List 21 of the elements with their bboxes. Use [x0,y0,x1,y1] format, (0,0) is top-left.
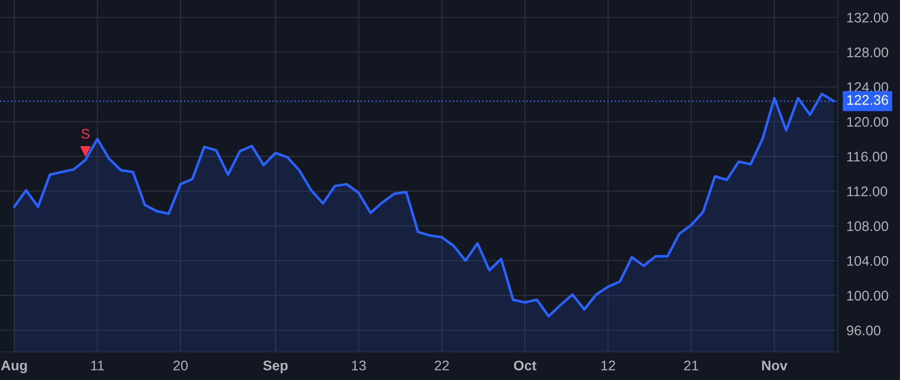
x-tick-label: 20 [174,360,188,370]
y-tick-label: 112.00 [847,186,888,196]
x-tick-label: Sep [263,360,288,374]
series-label: S [82,128,90,139]
x-tick-label: Aug [1,360,27,374]
x-tick-label: Nov [762,360,788,370]
y-tick-label: 104.00 [847,256,888,266]
x-tick-label: 22 [434,360,449,370]
x-tick-label: 11 [91,360,104,370]
y-tick-label: 120.00 [847,116,888,127]
y-tick-label: 96.00 [846,325,880,336]
x-tick-label: Oct [514,360,536,370]
y-tick-label: 132.00 [847,12,888,23]
y-tick-label: 100.00 [847,290,888,301]
y-tick-label: 116.00 [847,152,888,162]
y-tick-label: 128.00 [847,47,888,58]
x-tick-label: 12 [601,360,616,370]
ref-line-label: 122.36 [847,95,888,105]
x-tick-label: 21 [684,360,698,370]
x-tick-label: 13 [352,360,366,370]
y-tick-label: 108.00 [847,221,888,232]
